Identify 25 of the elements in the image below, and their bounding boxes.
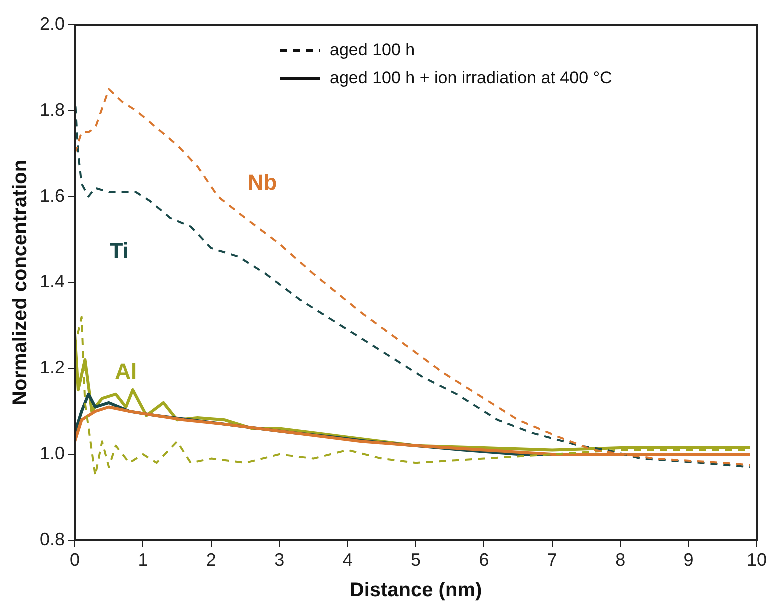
series-label: Nb bbox=[248, 170, 278, 195]
x-tick-label: 4 bbox=[342, 550, 353, 570]
x-tick-label: 2 bbox=[206, 550, 216, 570]
x-tick-label: 0 bbox=[70, 550, 80, 570]
x-tick-label: 1 bbox=[138, 550, 148, 570]
y-tick-label: 1.4 bbox=[40, 272, 66, 292]
series-label: Al bbox=[115, 358, 138, 384]
x-axis-title: Distance (nm) bbox=[350, 580, 482, 602]
y-tick-label: 1.8 bbox=[40, 100, 66, 120]
y-tick-label: 0.8 bbox=[40, 529, 66, 550]
y-axis-title: Normalized concentration bbox=[10, 160, 32, 406]
annotation: aged 100 h bbox=[330, 40, 416, 60]
y-tick-label: 1.6 bbox=[40, 186, 66, 206]
x-tick-label: 5 bbox=[411, 550, 422, 570]
x-tick-label: 7 bbox=[547, 550, 558, 570]
y-tick-label: 1.2 bbox=[40, 358, 66, 378]
y-tick-label: 2.0 bbox=[40, 14, 66, 34]
x-tick-label: 8 bbox=[616, 550, 626, 570]
x-tick-label: 6 bbox=[479, 550, 490, 570]
series-label: Ti bbox=[110, 238, 129, 264]
x-tick-label: 10 bbox=[746, 550, 768, 570]
x-tick-label: 9 bbox=[684, 550, 694, 570]
y-tick-label: 1.0 bbox=[40, 443, 66, 464]
x-tick-label: 3 bbox=[274, 550, 285, 570]
annotation: aged 100 h + ion irradiation at 400 °C bbox=[330, 68, 612, 88]
